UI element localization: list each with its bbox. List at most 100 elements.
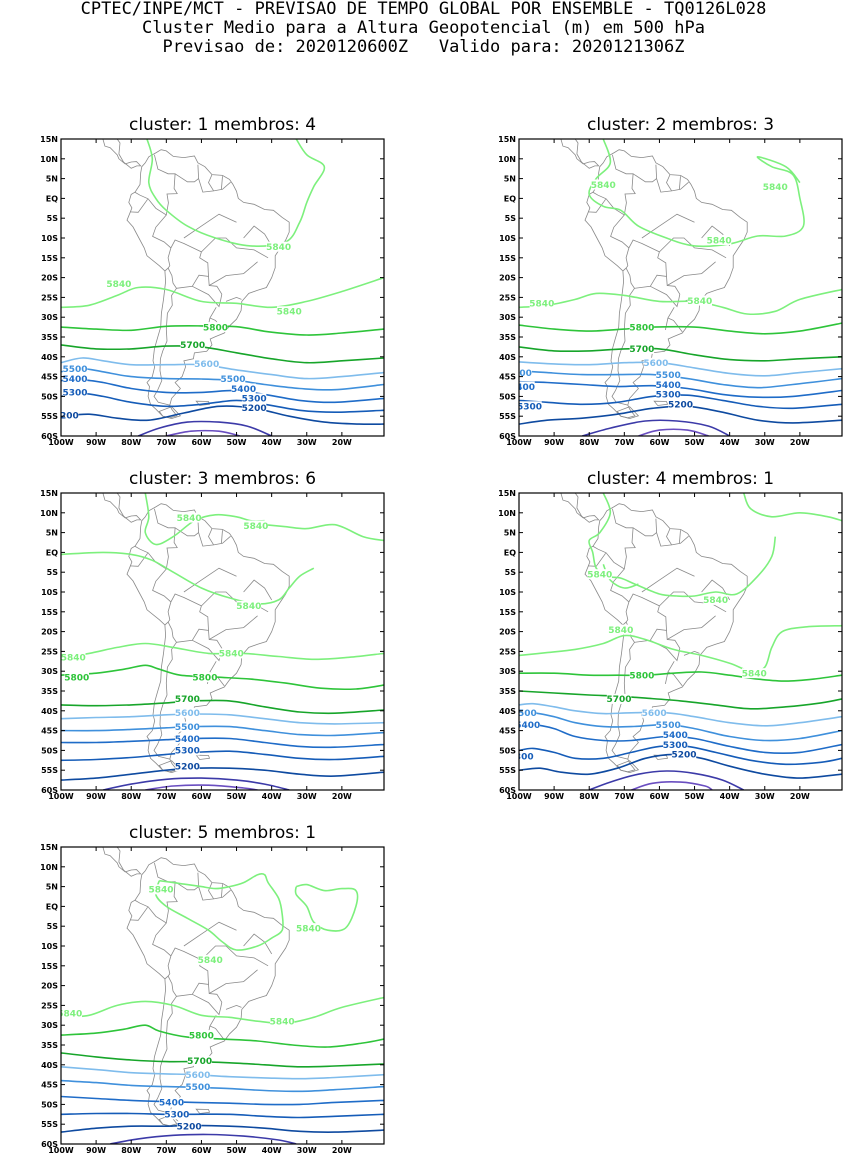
- isoline-5000: [638, 428, 709, 436]
- contour-label-bg: [629, 322, 655, 333]
- contour-label: 5700: [629, 345, 654, 355]
- lat-label: 55S: [499, 412, 516, 421]
- lat-label: 15S: [41, 608, 58, 617]
- lat-label: 5S: [47, 922, 59, 931]
- isoline-5700: [61, 344, 384, 364]
- country-border: [588, 198, 607, 213]
- lon-label: 70W: [156, 1146, 176, 1155]
- country-border: [153, 288, 177, 406]
- lon-label: 90W: [544, 438, 564, 447]
- lat-label: 50S: [499, 746, 516, 755]
- lat-label: 20S: [41, 628, 58, 637]
- country-border: [221, 530, 223, 544]
- contour-label-bg: [175, 721, 200, 732]
- country-border: [225, 1004, 242, 1010]
- contour-label: 500: [513, 369, 532, 379]
- lat-label: 30S: [41, 667, 58, 676]
- country-border: [208, 174, 215, 192]
- isoline-5840: [154, 872, 284, 951]
- country-border: [667, 317, 683, 333]
- lon-label: 100W: [48, 792, 74, 801]
- contour-label-bg: [148, 884, 174, 895]
- contour-label: 5500: [656, 371, 681, 381]
- country-border: [183, 213, 237, 239]
- contour-label: 5200: [175, 763, 200, 773]
- lat-label: 15S: [499, 254, 516, 263]
- coastline: [560, 139, 600, 169]
- lat-label: 45S: [499, 373, 516, 382]
- lon-label: 30W: [297, 1146, 317, 1155]
- contour-label-bg: [185, 1069, 211, 1080]
- lat-label: 40S: [499, 353, 516, 362]
- contour-label: 5600: [643, 359, 668, 369]
- isoline-5300: [61, 750, 384, 762]
- lat-label: 20S: [41, 982, 58, 991]
- contour-label: 5400: [663, 731, 688, 741]
- lat-label: 10N: [498, 509, 516, 518]
- lon-label: 30W: [297, 792, 317, 801]
- contour-label: 5300: [517, 403, 542, 413]
- lat-label: 35S: [41, 333, 58, 342]
- contour-label: 5500: [175, 723, 200, 733]
- country-border: [130, 906, 149, 921]
- country-border: [243, 225, 273, 247]
- contour-label: 5400: [175, 735, 200, 745]
- lat-label: 15N: [498, 489, 516, 498]
- country-border: [167, 239, 209, 289]
- contour-label: 5800: [192, 673, 217, 683]
- header-line-3: Previsao de: 2020120600Z Valido para: 20…: [162, 37, 685, 57]
- contour-label-bg: [269, 1016, 295, 1027]
- contour-label-bg: [529, 298, 555, 309]
- contour-label: 5500: [221, 375, 246, 385]
- map-panel-2: cluster: 2 membros: 3 5840 5840 5840 5840 584…: [498, 115, 843, 447]
- lat-label: 40S: [499, 707, 516, 716]
- lat-label: 5S: [47, 214, 59, 223]
- contour-label: 5800: [189, 1031, 214, 1041]
- contour-label-bg: [587, 569, 612, 580]
- country-border: [201, 945, 269, 967]
- country-border: [183, 567, 237, 593]
- country-border: [641, 213, 695, 239]
- contour-label: 5500: [185, 1083, 210, 1093]
- country-border: [611, 288, 635, 406]
- country-border: [208, 969, 258, 994]
- isoline-5840: [61, 996, 384, 1025]
- country-border: [208, 261, 258, 286]
- contour-label-bg: [64, 672, 89, 683]
- contour-label: 5300: [663, 741, 688, 751]
- lat-label: 45S: [499, 727, 516, 736]
- map-frame: [518, 492, 843, 791]
- contour-label: 300: [515, 753, 534, 763]
- contour-label: 5200: [668, 401, 693, 411]
- country-border: [679, 176, 681, 190]
- isoline-5000: [166, 429, 241, 436]
- lon-label: 60W: [649, 792, 669, 801]
- contour-label: 5700: [607, 695, 632, 705]
- contour-label-bg: [519, 751, 534, 762]
- contour-label-bg: [159, 1097, 184, 1108]
- lat-label: EQ: [504, 194, 516, 203]
- lon-label: 20W: [790, 438, 810, 447]
- country-border: [174, 881, 199, 891]
- contour-label-bg: [180, 339, 205, 350]
- lon-label: 30W: [297, 438, 317, 447]
- lat-label: 10S: [41, 942, 58, 951]
- lon-label: 40W: [262, 792, 282, 801]
- contour-label-bg: [185, 1081, 211, 1092]
- coastline: [195, 754, 211, 760]
- country-border: [611, 642, 635, 760]
- contour-label-bg: [663, 739, 688, 750]
- contour-label-bg: [519, 401, 542, 412]
- panel-title: cluster: 1 membros: 4: [129, 115, 316, 135]
- country-border: [208, 528, 215, 546]
- lat-label: 40S: [41, 353, 58, 362]
- country-border: [201, 237, 269, 259]
- country-border: [130, 198, 149, 213]
- country-border: [588, 552, 607, 567]
- lat-label: 15N: [40, 135, 58, 144]
- contour-label: 5400: [231, 385, 256, 395]
- contour-label: 5400: [63, 375, 88, 385]
- lat-label: 20S: [41, 274, 58, 283]
- lat-label: 5N: [504, 529, 516, 538]
- country-border: [221, 884, 223, 898]
